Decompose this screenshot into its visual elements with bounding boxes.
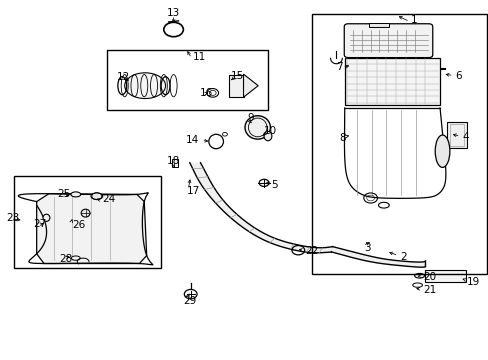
Text: 13: 13: [166, 8, 180, 18]
Bar: [311, 14, 486, 274]
Ellipse shape: [81, 209, 90, 217]
Text: 10: 10: [264, 126, 277, 136]
Polygon shape: [37, 194, 146, 264]
Polygon shape: [243, 74, 258, 97]
Text: 8: 8: [338, 132, 345, 143]
Text: 29: 29: [183, 296, 196, 306]
Ellipse shape: [43, 214, 50, 221]
Text: 5: 5: [271, 180, 278, 190]
Polygon shape: [331, 247, 425, 267]
Ellipse shape: [434, 135, 449, 167]
Text: 11: 11: [193, 52, 206, 62]
Bar: [368, 23, 388, 27]
Text: 9: 9: [246, 113, 253, 123]
Text: 16: 16: [199, 87, 212, 98]
Bar: [228, 75, 243, 97]
Ellipse shape: [414, 274, 424, 278]
Bar: [449, 124, 463, 146]
Text: 18: 18: [167, 156, 180, 166]
Ellipse shape: [264, 131, 271, 141]
Text: 17: 17: [186, 186, 200, 196]
Polygon shape: [189, 163, 332, 253]
Text: 22: 22: [305, 246, 318, 256]
Bar: [106, 50, 267, 110]
Bar: [14, 176, 161, 268]
Text: 12: 12: [116, 72, 129, 82]
Text: 20: 20: [422, 272, 435, 282]
Bar: [344, 58, 439, 105]
Ellipse shape: [124, 73, 165, 99]
Text: 24: 24: [102, 194, 116, 204]
Bar: [425, 270, 465, 282]
Text: 6: 6: [454, 71, 461, 81]
Text: 28: 28: [60, 254, 73, 264]
Text: 27: 27: [33, 219, 46, 229]
Text: 25: 25: [58, 189, 71, 199]
Text: 3: 3: [364, 243, 370, 253]
FancyBboxPatch shape: [344, 24, 432, 58]
Text: 15: 15: [230, 71, 244, 81]
Text: 4: 4: [461, 132, 468, 142]
Ellipse shape: [71, 192, 81, 197]
Text: 21: 21: [422, 285, 435, 295]
Text: 2: 2: [399, 252, 406, 262]
Ellipse shape: [91, 193, 102, 199]
Text: 1: 1: [410, 15, 417, 25]
Text: 26: 26: [72, 220, 85, 230]
Text: 7: 7: [336, 62, 343, 72]
Bar: [447, 122, 466, 148]
Text: 19: 19: [466, 276, 479, 287]
Ellipse shape: [259, 179, 268, 186]
Bar: [172, 159, 178, 167]
Ellipse shape: [244, 116, 270, 139]
Ellipse shape: [71, 256, 80, 260]
Text: 14: 14: [186, 135, 199, 145]
Text: 23: 23: [6, 213, 19, 223]
